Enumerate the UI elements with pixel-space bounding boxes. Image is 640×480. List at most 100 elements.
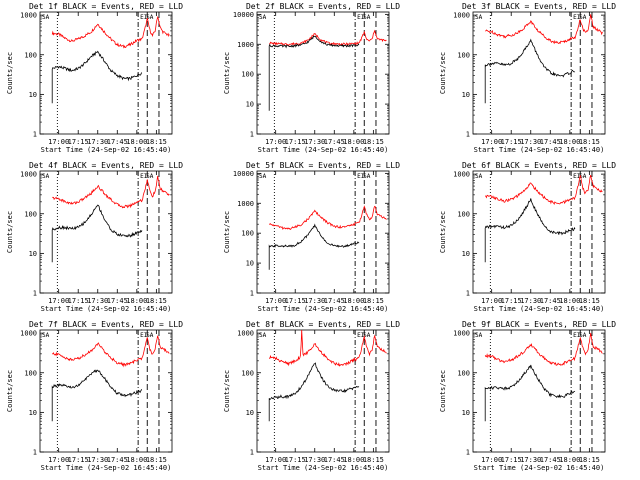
plot-frame bbox=[472, 11, 606, 135]
flag-label: SA bbox=[475, 14, 483, 21]
flag-label: SA bbox=[259, 14, 267, 21]
y-tick-label: 1 bbox=[250, 290, 254, 298]
events-series-line bbox=[51, 369, 143, 422]
plot-frame bbox=[39, 329, 173, 453]
x-tick-label: 17:00 bbox=[48, 138, 69, 146]
y-tick-label: 10 bbox=[246, 409, 254, 417]
x-tick-label: 17:45 bbox=[107, 297, 128, 305]
events-series-line bbox=[484, 364, 576, 422]
x-tick-label: 18:15 bbox=[146, 297, 167, 305]
y-axis-label: Counts/sec bbox=[223, 211, 231, 253]
y-tick-label: 1 bbox=[33, 449, 37, 457]
lld-series-line bbox=[268, 205, 387, 230]
panel-title: Det 2f BLACK = Events, RED = LLD bbox=[246, 2, 400, 11]
y-tick-label: 10 bbox=[246, 101, 254, 109]
flag-label: SA bbox=[363, 332, 371, 339]
y-tick-label: 100 bbox=[24, 210, 37, 218]
x-tick-label: 18:00 bbox=[559, 297, 580, 305]
detector-panel: Det 2f BLACK = Events, RED = LLD 1 10 100 10… bbox=[223, 2, 400, 154]
x-tick-label: 17:00 bbox=[481, 297, 502, 305]
events-series-line bbox=[268, 223, 360, 270]
x-tick-label: 17:30 bbox=[87, 456, 108, 464]
y-tick-label: 10000 bbox=[233, 170, 254, 178]
lld-series-line bbox=[484, 332, 603, 366]
detector-panel: Det 5f BLACK = Events, RED = LLD 1 10 100 10… bbox=[223, 161, 400, 313]
y-tick-label: 1 bbox=[466, 290, 470, 298]
x-tick-label: 18:15 bbox=[363, 456, 384, 464]
y-tick-label: 100 bbox=[241, 230, 254, 238]
x-axis-label: Start Time (24-Sep-02 16:45:40) bbox=[258, 464, 389, 472]
y-tick-label: 10000 bbox=[233, 11, 254, 19]
x-tick-label: 17:45 bbox=[540, 297, 561, 305]
flag-label: EI bbox=[357, 332, 365, 339]
flag-label: EI bbox=[573, 14, 581, 21]
y-tick-label: 1000 bbox=[237, 330, 254, 338]
y-tick-label: 1000 bbox=[453, 12, 470, 20]
x-tick-label: 17:00 bbox=[265, 297, 286, 305]
x-tick-label: 17:00 bbox=[481, 138, 502, 146]
x-tick-label: 17:00 bbox=[265, 456, 286, 464]
x-tick-label: 18:00 bbox=[126, 138, 147, 146]
flag-label: SA bbox=[146, 14, 154, 21]
x-tick-label: 18:15 bbox=[363, 138, 384, 146]
x-tick-label: 18:00 bbox=[343, 138, 364, 146]
x-tick-label: 18:00 bbox=[559, 456, 580, 464]
y-tick-label: 10 bbox=[29, 409, 37, 417]
x-tick-label: 18:15 bbox=[579, 456, 600, 464]
x-tick-label: 18:15 bbox=[579, 138, 600, 146]
x-tick-label: 17:15 bbox=[501, 456, 522, 464]
y-tick-label: 100 bbox=[241, 369, 254, 377]
flag-label: EI bbox=[140, 173, 148, 180]
lld-series-line bbox=[51, 15, 170, 49]
x-axis-label: Start Time (24-Sep-02 16:45:40) bbox=[474, 464, 605, 472]
y-tick-label: 1000 bbox=[453, 330, 470, 338]
detector-panel: Det 9f BLACK = Events, RED = LLD 1 10 100 10… bbox=[439, 320, 616, 472]
x-tick-label: 17:15 bbox=[68, 138, 89, 146]
detector-panel: Det 7f BLACK = Events, RED = LLD 1 10 100 10… bbox=[6, 320, 183, 472]
y-tick-label: 10 bbox=[462, 409, 470, 417]
flag-label: SA bbox=[579, 332, 587, 339]
x-tick-label: 17:45 bbox=[540, 138, 561, 146]
x-axis-label: Start Time (24-Sep-02 16:45:40) bbox=[258, 146, 389, 154]
y-tick-label: 1000 bbox=[453, 171, 470, 179]
x-axis-label: Start Time (24-Sep-02 16:45:40) bbox=[258, 305, 389, 313]
y-tick-label: 1 bbox=[466, 131, 470, 139]
plot-frame bbox=[39, 170, 173, 294]
x-tick-label: 17:00 bbox=[481, 456, 502, 464]
y-axis-label: Counts/sec bbox=[6, 211, 14, 253]
y-tick-label: 1000 bbox=[20, 330, 37, 338]
x-tick-label: 18:15 bbox=[146, 138, 167, 146]
x-tick-label: 17:00 bbox=[265, 138, 286, 146]
x-axis-label: Start Time (24-Sep-02 16:45:40) bbox=[474, 146, 605, 154]
x-tick-label: 17:45 bbox=[324, 297, 345, 305]
x-tick-label: 17:15 bbox=[285, 138, 306, 146]
panel-title: Det 5f BLACK = Events, RED = LLD bbox=[246, 161, 400, 170]
flag-label: SA bbox=[146, 173, 154, 180]
y-tick-label: 100 bbox=[457, 51, 470, 59]
y-tick-label: 1 bbox=[466, 449, 470, 457]
flag-label: EI bbox=[573, 173, 581, 180]
lld-series-line bbox=[52, 175, 170, 209]
flag-label: SA bbox=[579, 14, 587, 21]
x-tick-label: 17:30 bbox=[520, 297, 541, 305]
x-tick-label: 17:15 bbox=[501, 297, 522, 305]
plot-frame bbox=[256, 170, 390, 294]
y-tick-label: 1000 bbox=[20, 171, 37, 179]
y-axis-label: Counts/sec bbox=[223, 370, 231, 412]
flag-label: EI bbox=[140, 14, 148, 21]
panel-title: Det 8f BLACK = Events, RED = LLD bbox=[246, 320, 400, 329]
x-tick-label: 18:00 bbox=[343, 456, 364, 464]
detector-panel: Det 3f BLACK = Events, RED = LLD 1 10 100 10… bbox=[439, 2, 616, 154]
y-axis-label: Counts/sec bbox=[6, 370, 14, 412]
x-tick-label: 17:00 bbox=[48, 297, 69, 305]
x-tick-label: 17:15 bbox=[285, 297, 306, 305]
flag-label: SA bbox=[259, 173, 267, 180]
x-tick-label: 18:00 bbox=[559, 138, 580, 146]
x-tick-label: 17:30 bbox=[304, 456, 325, 464]
y-tick-label: 100 bbox=[457, 210, 470, 218]
x-tick-label: 17:30 bbox=[304, 297, 325, 305]
x-tick-label: 17:15 bbox=[501, 138, 522, 146]
y-tick-label: 1000 bbox=[20, 12, 37, 20]
y-axis-label: Counts/sec bbox=[439, 370, 447, 412]
